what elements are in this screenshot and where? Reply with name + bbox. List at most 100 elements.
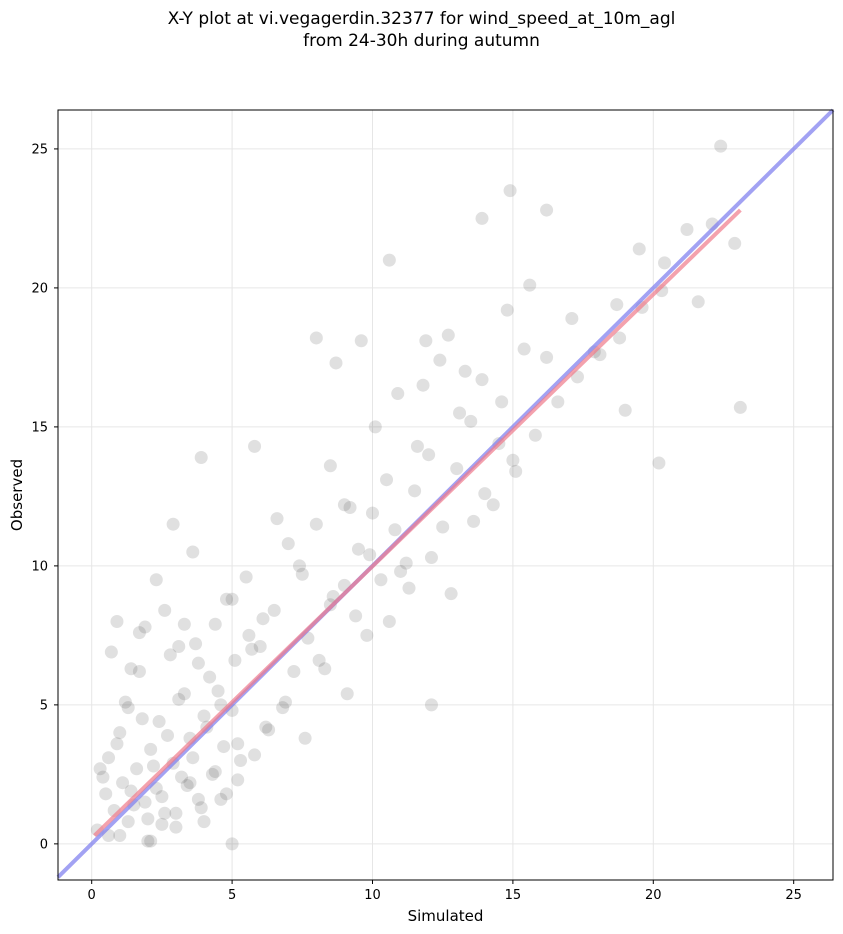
data-point bbox=[278, 695, 292, 709]
data-point bbox=[194, 801, 208, 815]
data-point bbox=[467, 514, 481, 528]
data-point bbox=[478, 487, 492, 501]
data-point bbox=[340, 687, 354, 701]
data-point bbox=[408, 484, 422, 498]
data-point bbox=[270, 512, 284, 526]
data-point bbox=[189, 637, 203, 651]
data-points bbox=[90, 139, 747, 851]
data-point bbox=[205, 767, 219, 781]
y-tick-label: 20 bbox=[31, 281, 48, 296]
data-point bbox=[248, 748, 262, 762]
data-point bbox=[228, 653, 242, 667]
data-point bbox=[144, 834, 158, 848]
data-point bbox=[138, 795, 152, 809]
data-point bbox=[132, 626, 146, 640]
data-point bbox=[292, 559, 306, 573]
data-point bbox=[309, 331, 323, 345]
x-tick-label: 25 bbox=[785, 888, 802, 903]
data-point bbox=[231, 773, 245, 787]
data-point bbox=[146, 759, 160, 773]
data-point bbox=[433, 353, 447, 367]
data-point bbox=[312, 653, 326, 667]
data-point bbox=[113, 726, 127, 740]
data-point bbox=[374, 573, 388, 587]
data-point bbox=[208, 617, 222, 631]
data-point bbox=[295, 567, 309, 581]
data-point bbox=[172, 639, 186, 653]
reference-lines bbox=[56, 108, 835, 879]
data-point bbox=[632, 242, 646, 256]
data-point bbox=[388, 523, 402, 537]
data-point bbox=[728, 236, 742, 250]
data-point bbox=[475, 211, 489, 225]
data-point bbox=[276, 701, 290, 715]
x-tick-label: 0 bbox=[88, 888, 96, 903]
data-point bbox=[658, 256, 672, 270]
data-point bbox=[130, 762, 144, 776]
chart-title-line-1: X-Y plot at vi.vegagerdin.32377 for wind… bbox=[167, 9, 676, 29]
data-point bbox=[141, 812, 155, 826]
x-tick-label: 15 bbox=[505, 888, 522, 903]
data-point bbox=[180, 778, 194, 792]
data-point bbox=[121, 701, 135, 715]
data-point bbox=[509, 464, 523, 478]
y-tick-label: 10 bbox=[31, 559, 48, 574]
data-point bbox=[733, 400, 747, 414]
data-point bbox=[158, 603, 172, 617]
data-point bbox=[680, 223, 694, 237]
grid-lines bbox=[58, 110, 833, 880]
data-point bbox=[343, 501, 357, 515]
y-tick-label: 5 bbox=[40, 698, 48, 713]
data-point bbox=[175, 770, 189, 784]
data-point bbox=[253, 639, 267, 653]
data-point bbox=[208, 765, 222, 779]
y-axis-ticks: 0 5 10 15 20 25 bbox=[31, 142, 58, 852]
y-tick-label: 15 bbox=[31, 420, 48, 435]
data-point bbox=[102, 751, 116, 765]
data-point bbox=[382, 614, 396, 628]
data-point bbox=[197, 815, 211, 829]
data-point bbox=[177, 687, 191, 701]
data-point bbox=[110, 614, 124, 628]
data-point bbox=[183, 776, 197, 790]
data-point bbox=[152, 715, 166, 729]
data-point bbox=[506, 453, 520, 467]
data-point bbox=[298, 731, 312, 745]
data-point bbox=[351, 542, 365, 556]
data-point bbox=[259, 720, 273, 734]
data-point bbox=[309, 517, 323, 531]
data-point bbox=[267, 603, 281, 617]
x-tick-label: 10 bbox=[364, 888, 381, 903]
data-point bbox=[239, 570, 253, 584]
data-point bbox=[169, 806, 183, 820]
data-point bbox=[211, 684, 225, 698]
data-point bbox=[219, 592, 233, 606]
data-point bbox=[475, 373, 489, 387]
data-point bbox=[118, 695, 132, 709]
data-point bbox=[281, 537, 295, 551]
data-point bbox=[234, 753, 248, 767]
data-point bbox=[323, 459, 337, 473]
data-point bbox=[138, 620, 152, 634]
chart-title-line-2: from 24-30h during autumn bbox=[303, 31, 540, 51]
y-tick-label: 25 bbox=[31, 142, 48, 157]
data-point bbox=[360, 628, 374, 642]
data-point bbox=[113, 829, 127, 843]
data-point bbox=[191, 656, 205, 670]
data-point bbox=[242, 628, 256, 642]
data-point bbox=[116, 776, 130, 790]
data-point bbox=[225, 837, 239, 851]
x-axis-label: Simulated bbox=[408, 907, 484, 925]
data-point bbox=[424, 698, 438, 712]
x-tick-label: 5 bbox=[228, 888, 236, 903]
x-tick-label: 20 bbox=[645, 888, 662, 903]
data-point bbox=[500, 303, 514, 317]
data-point bbox=[141, 834, 155, 848]
data-point bbox=[158, 806, 172, 820]
data-point bbox=[365, 506, 379, 520]
data-point bbox=[436, 520, 450, 534]
data-point bbox=[132, 665, 146, 679]
data-point bbox=[104, 645, 118, 659]
data-point bbox=[194, 450, 208, 464]
fit-line bbox=[93, 208, 742, 837]
